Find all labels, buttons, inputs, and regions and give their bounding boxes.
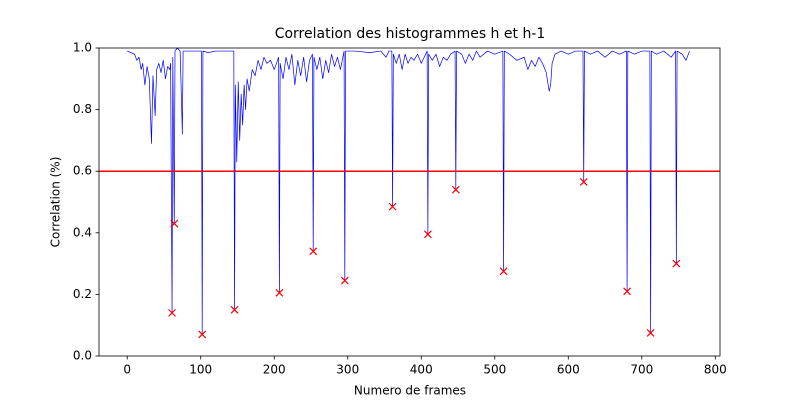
x-tick-label: 800: [704, 363, 727, 377]
y-tick-label: 0.6: [73, 164, 92, 178]
marker: [423, 230, 432, 239]
marker: [309, 247, 318, 256]
y-tick-label: 0.8: [73, 102, 92, 116]
x-tick-label: 0: [123, 363, 131, 377]
x-axis-label: Numero de frames: [354, 384, 466, 398]
y-tick-label: 1.0: [73, 41, 92, 55]
x-tick-label: 700: [630, 363, 653, 377]
marker: [499, 267, 508, 276]
x-tick-label: 100: [189, 363, 212, 377]
y-tick-label: 0.2: [73, 287, 92, 301]
marker: [646, 328, 655, 337]
data-line: [127, 47, 690, 335]
chart-title: Correlation des histogrammes h et h-1: [275, 26, 546, 42]
marker: [672, 259, 681, 268]
x-tick-label: 500: [483, 363, 506, 377]
marker: [198, 330, 207, 339]
marker: [451, 185, 460, 194]
marker: [170, 219, 179, 228]
marker: [623, 287, 632, 296]
y-tick-label: 0.0: [73, 349, 92, 363]
x-tick-label: 200: [263, 363, 286, 377]
x-tick-label: 300: [336, 363, 359, 377]
marker: [579, 178, 588, 186]
x-tick-label: 400: [410, 363, 433, 377]
y-tick-label: 0.4: [73, 225, 92, 239]
marker: [388, 202, 397, 211]
marker: [340, 276, 349, 285]
x-tick-label: 600: [557, 363, 580, 377]
marker: [275, 288, 284, 297]
marker: [168, 308, 176, 317]
y-axis-label: Correlation (%): [49, 157, 63, 248]
plot-frame: [98, 47, 721, 357]
marker: [230, 305, 239, 314]
